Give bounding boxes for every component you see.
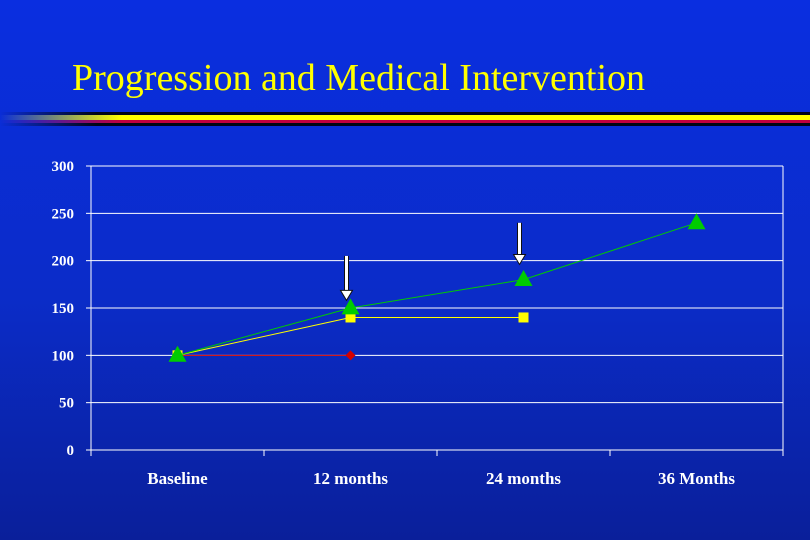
title-divider: [0, 112, 810, 126]
arrow-head: [512, 253, 527, 266]
point-square: [345, 312, 356, 323]
point-diamond: [345, 350, 356, 361]
arrow-head: [339, 289, 354, 302]
series-line-triangle: [177, 307, 351, 356]
point-triangle: [514, 270, 533, 286]
x-tick-label: 36 Months: [658, 469, 735, 488]
point-triangle: [687, 213, 706, 230]
series: [168, 213, 706, 362]
y-tick-label: 150: [52, 301, 75, 317]
series-line-triangle: [523, 222, 697, 281]
axes: [86, 165, 784, 456]
y-tick-label: 250: [52, 206, 75, 222]
point-triangle: [168, 345, 187, 362]
x-tick-label: 24 months: [486, 469, 561, 488]
y-tick-label: 200: [52, 254, 75, 270]
x-tick-label: 12 months: [313, 469, 388, 488]
series-line-triangle: [350, 279, 524, 309]
point-square: [518, 312, 529, 323]
down-arrow-annotation: [339, 255, 354, 302]
down-arrow-annotation: [512, 222, 527, 266]
x-tick-label: Baseline: [147, 469, 208, 488]
annotations: [339, 222, 527, 302]
point-triangle: [341, 298, 360, 315]
y-tick-label: 300: [52, 159, 75, 175]
y-tick-label: 100: [52, 348, 75, 364]
series-line-square: [177, 316, 351, 356]
grid-lines: [91, 165, 783, 404]
y-tick-labels: 0 50 100 150 200 250 300: [52, 159, 75, 459]
slide-title: Progression and Medical Intervention: [72, 57, 646, 99]
y-tick-label: 0: [67, 443, 75, 459]
y-tick-label: 50: [59, 396, 74, 412]
x-tick-labels: Baseline 12 months 24 months 36 Months: [147, 469, 735, 488]
